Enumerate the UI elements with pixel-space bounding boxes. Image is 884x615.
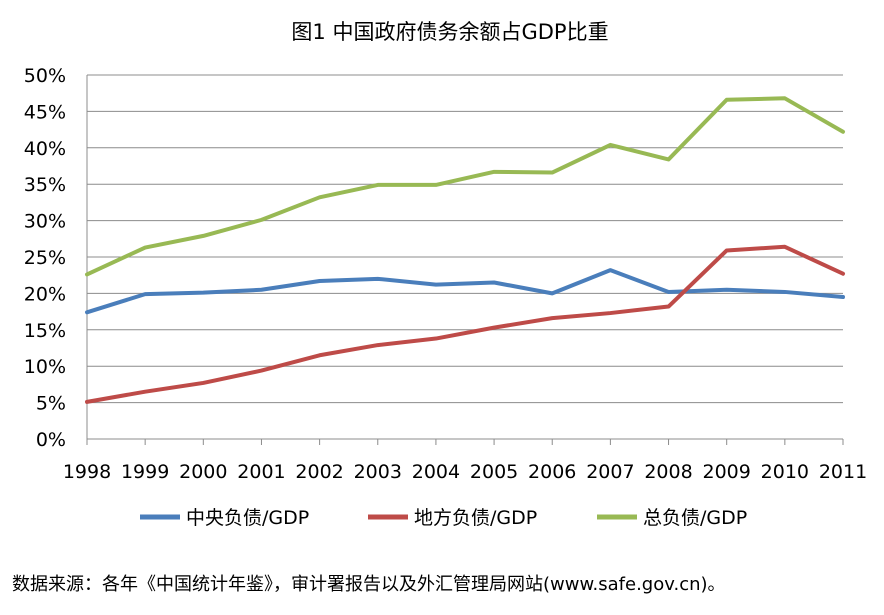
x-tick-label: 2000 (179, 461, 227, 483)
series-lines (85, 96, 845, 404)
legend-label: 总负债/GDP (643, 507, 747, 529)
y-tick-label: 15% (24, 320, 66, 342)
legend-label: 地方负债/GDP (414, 507, 537, 529)
chart-title: 图1 中国政府债务余额占GDP比重 (291, 20, 608, 44)
y-tick-label: 5% (36, 393, 66, 415)
x-tick-labels: 1998 1999 2000 2001 2002 2003 2004 2005 2006 2007… (63, 461, 867, 483)
y-tick-label: 35% (24, 174, 66, 196)
legend-label: 中央负债/GDP (186, 507, 309, 529)
y-tick-label: 0% (36, 429, 66, 451)
x-tick-label: 1998 (63, 461, 111, 483)
y-tick-label: 25% (24, 247, 66, 269)
gridlines (87, 74, 843, 404)
x-tick-label: 2009 (703, 461, 751, 483)
y-tick-label: 10% (24, 356, 66, 378)
x-tick-label: 2006 (528, 461, 576, 483)
axes (86, 75, 844, 445)
series-line (85, 244, 845, 404)
x-tick-label: 2002 (295, 461, 343, 483)
x-tick-label: 2004 (412, 461, 460, 483)
x-tick-label: 2010 (761, 461, 809, 483)
source-note: 数据来源：各年《中国统计年鉴》，审计署报告以及外汇管理局网站(www.safe.… (12, 574, 726, 595)
y-tick-label: 20% (24, 283, 66, 305)
y-tick-label: 40% (24, 138, 66, 160)
x-tick-label: 1999 (121, 461, 169, 483)
y-tick-label: 45% (24, 101, 66, 123)
x-tick-label: 2005 (470, 461, 518, 483)
y-tick-label: 50% (24, 65, 66, 87)
y-tick-label: 30% (24, 211, 66, 233)
x-tick-label: 2003 (354, 461, 402, 483)
legend: 中央负债/GDP 地方负债/GDP 总负债/GDP (140, 507, 747, 529)
y-tick-labels: 0% 5% 10% 15% 20% 25% 30% 35% 40% 45% 50% (24, 65, 66, 451)
x-tick-label: 2011 (819, 461, 867, 483)
series-line (85, 96, 845, 277)
x-tick-label: 2008 (644, 461, 692, 483)
x-tick-label: 2007 (586, 461, 634, 483)
series-line (85, 268, 845, 315)
x-tick-label: 2001 (237, 461, 285, 483)
